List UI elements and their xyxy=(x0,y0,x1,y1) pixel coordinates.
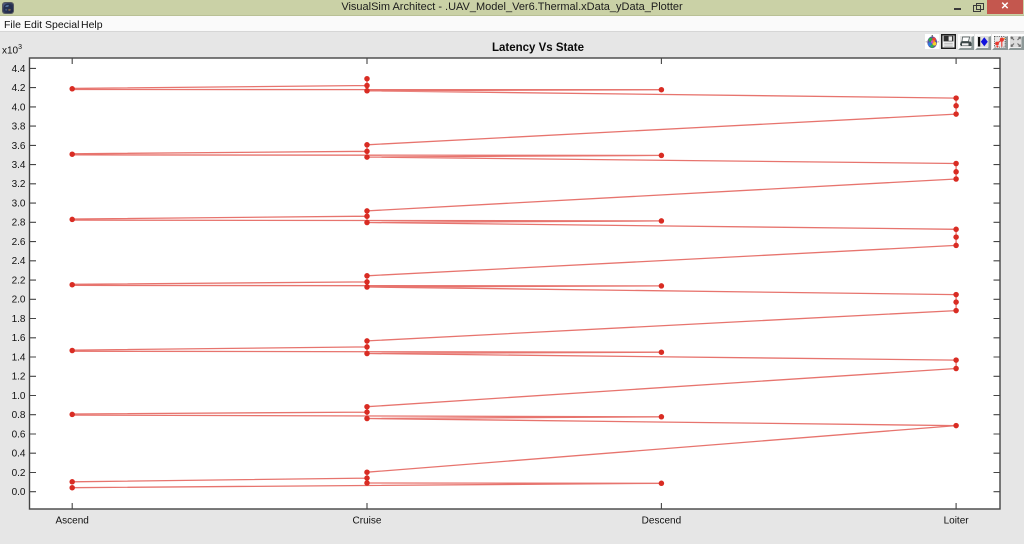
svg-text:2.0: 2.0 xyxy=(12,295,26,306)
svg-text:3.6: 3.6 xyxy=(12,141,26,152)
svg-text:4.4: 4.4 xyxy=(12,64,26,75)
svg-text:3.2: 3.2 xyxy=(12,179,26,190)
svg-text:3.0: 3.0 xyxy=(12,199,26,210)
svg-text:2.4: 2.4 xyxy=(12,256,26,267)
svg-text:0.8: 0.8 xyxy=(12,410,26,421)
svg-text:Ascend: Ascend xyxy=(56,516,89,527)
svg-text:4.0: 4.0 xyxy=(12,102,26,113)
svg-text:2.8: 2.8 xyxy=(12,218,26,229)
svg-text:0.4: 0.4 xyxy=(12,449,26,460)
svg-text:0.2: 0.2 xyxy=(12,468,26,479)
svg-text:3.8: 3.8 xyxy=(12,122,26,133)
svg-text:2.6: 2.6 xyxy=(12,237,26,248)
svg-text:1.4: 1.4 xyxy=(12,352,26,363)
svg-text:1.2: 1.2 xyxy=(12,372,26,383)
svg-text:4.2: 4.2 xyxy=(12,83,26,94)
svg-text:1.0: 1.0 xyxy=(12,391,26,402)
svg-text:1.8: 1.8 xyxy=(12,314,26,325)
svg-text:Loiter: Loiter xyxy=(944,516,970,527)
svg-text:1.6: 1.6 xyxy=(12,333,26,344)
svg-text:Descend: Descend xyxy=(642,516,681,527)
svg-text:0.0: 0.0 xyxy=(12,487,26,498)
svg-text:3.4: 3.4 xyxy=(12,160,26,171)
svg-text:2.2: 2.2 xyxy=(12,275,26,286)
svg-text:Cruise: Cruise xyxy=(353,516,382,527)
svg-text:0.6: 0.6 xyxy=(12,429,26,440)
